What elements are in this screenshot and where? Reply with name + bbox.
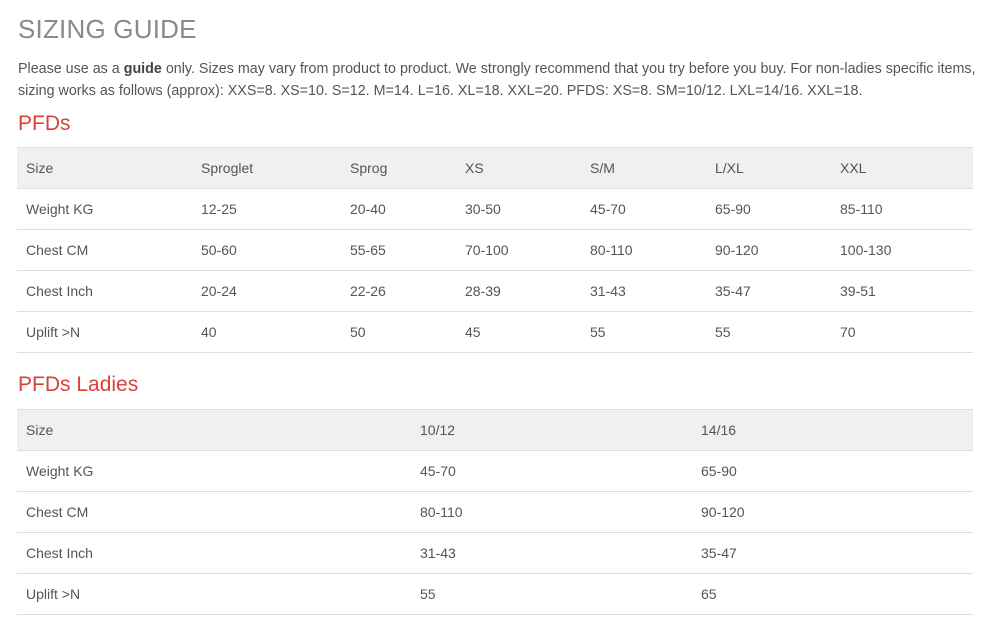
table-cell: 39-51: [831, 270, 973, 312]
table-cell: 45: [456, 311, 581, 353]
pfds-heading: PFDs: [18, 112, 71, 135]
table-cell: 55: [581, 311, 706, 353]
table-row: Weight KG 12-25 20-40 30-50 45-70 65-90 85-110: [17, 188, 973, 230]
table-cell: 40: [192, 311, 341, 353]
table-cell: 55: [706, 311, 831, 353]
table-cell: 55: [411, 573, 692, 615]
column-header: S/M: [581, 147, 706, 189]
table-cell: 65-90: [692, 450, 973, 492]
table-cell: 80-110: [581, 229, 706, 271]
column-header: 14/16: [692, 409, 973, 451]
row-label: Uplift >N: [17, 311, 192, 353]
table-cell: 30-50: [456, 188, 581, 230]
row-label: Uplift >N: [17, 573, 411, 615]
column-header: XS: [456, 147, 581, 189]
table-cell: 55-65: [341, 229, 456, 271]
table-row: Chest Inch 20-24 22-26 28-39 31-43 35-47 39-51: [17, 270, 973, 312]
column-header: L/XL: [706, 147, 831, 189]
row-label: Weight KG: [17, 188, 192, 230]
table-row: Chest Inch 31-43 35-47: [17, 532, 973, 574]
table-row: Chest CM 80-110 90-120: [17, 491, 973, 533]
row-label: Chest CM: [17, 491, 411, 533]
pfds-ladies-table: Size 10/12 14/16 Weight KG 45-70 65-90 Chest C…: [17, 409, 973, 615]
table-cell: 20-24: [192, 270, 341, 312]
table-cell: 100-130: [831, 229, 973, 271]
intro-text-start: Please use as a: [18, 61, 124, 77]
column-header: Sprog: [341, 147, 456, 189]
column-header: XXL: [831, 147, 973, 189]
table-cell: 90-120: [706, 229, 831, 271]
table-header-row: Size Sproglet Sprog XS S/M L/XL XXL: [17, 147, 973, 189]
table-cell: 45-70: [581, 188, 706, 230]
table-cell: 50-60: [192, 229, 341, 271]
table-cell: 70: [831, 311, 973, 353]
row-label: Chest Inch: [17, 532, 411, 574]
column-header: Size: [17, 409, 411, 451]
table-cell: 70-100: [456, 229, 581, 271]
table-cell: 90-120: [692, 491, 973, 533]
table-cell: 80-110: [411, 491, 692, 533]
column-header: Size: [17, 147, 192, 189]
column-header: Sproglet: [192, 147, 341, 189]
pfds-ladies-heading: PFDs Ladies: [18, 373, 139, 396]
page-title: SIZING GUIDE: [18, 14, 197, 44]
table-cell: 65: [692, 573, 973, 615]
column-header: 10/12: [411, 409, 692, 451]
table-cell: 31-43: [411, 532, 692, 574]
table-cell: 65-90: [706, 188, 831, 230]
row-label: Weight KG: [17, 450, 411, 492]
table-cell: 85-110: [831, 188, 973, 230]
table-row: Weight KG 45-70 65-90: [17, 450, 973, 492]
table-cell: 31-43: [581, 270, 706, 312]
table-cell: 12-25: [192, 188, 341, 230]
intro-text: Please use as a guide only. Sizes may va…: [18, 58, 978, 102]
intro-bold: guide: [123, 61, 162, 77]
table-cell: 22-26: [341, 270, 456, 312]
table-cell: 50: [341, 311, 456, 353]
table-row: Uplift >N 55 65: [17, 573, 973, 615]
table-row: Chest CM 50-60 55-65 70-100 80-110 90-120 100-…: [17, 229, 973, 271]
table-header-row: Size 10/12 14/16: [17, 409, 973, 451]
row-label: Chest CM: [17, 229, 192, 271]
table-cell: 28-39: [456, 270, 581, 312]
row-label: Chest Inch: [17, 270, 192, 312]
intro-text-end: only. Sizes may vary from product to pro…: [18, 61, 976, 99]
table-cell: 45-70: [411, 450, 692, 492]
table-cell: 35-47: [706, 270, 831, 312]
table-cell: 20-40: [341, 188, 456, 230]
table-row: Uplift >N 40 50 45 55 55 70: [17, 311, 973, 353]
table-cell: 35-47: [692, 532, 973, 574]
pfds-table: Size Sproglet Sprog XS S/M L/XL XXL Weight KG 12…: [17, 147, 973, 353]
